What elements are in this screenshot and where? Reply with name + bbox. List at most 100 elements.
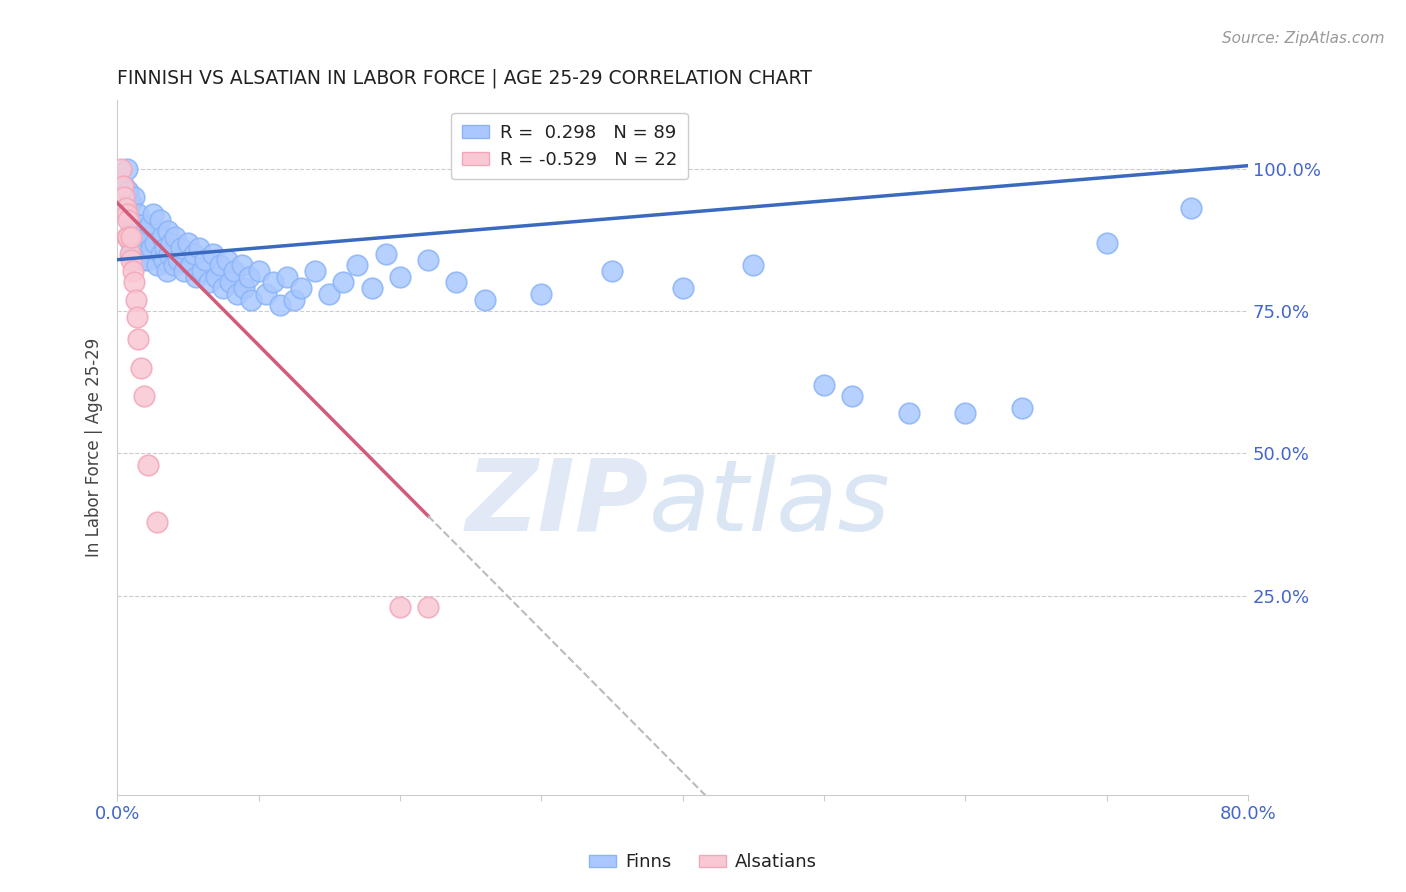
Point [262,276,284,290]
Point [224,264,246,278]
Point [134,241,156,255]
Text: Source: ZipAtlas.com: Source: ZipAtlas.com [1222,31,1385,46]
Point [165,230,187,244]
Point [114,202,136,216]
Point [217,252,239,267]
Point [446,276,468,290]
Point [120,235,142,250]
Point [122,190,145,204]
Point [1180,202,1202,216]
Point [110,161,132,176]
Point [177,235,200,250]
Point [530,286,553,301]
Point [120,212,142,227]
Point [138,219,160,233]
Point [416,252,439,267]
Point [167,252,190,267]
Point [150,247,173,261]
Point [269,298,291,312]
Point [173,264,195,278]
Point [131,235,153,250]
Point [283,293,305,307]
Point [388,600,411,615]
Point [388,269,411,284]
Point [125,235,148,250]
Point [247,264,270,278]
Point [188,241,211,255]
Point [186,269,208,284]
Point [276,269,298,284]
Point [122,276,145,290]
Point [132,224,155,238]
Point [194,252,217,267]
Point [125,310,148,324]
Point [155,241,177,255]
Legend: R =  0.298   N = 89, R = -0.529   N = 22: R = 0.298 N = 89, R = -0.529 N = 22 [451,112,688,179]
Point [159,247,181,261]
Point [143,235,166,250]
Point [117,212,139,227]
Point [132,389,155,403]
Point [111,178,134,193]
Point [120,230,142,244]
Point [156,264,179,278]
Point [131,252,153,267]
Point [346,258,368,272]
Point [129,219,152,233]
Point [180,258,202,272]
Point [231,258,253,272]
Legend: Finns, Alsatians: Finns, Alsatians [582,847,824,879]
Text: atlas: atlas [648,455,890,552]
Point [124,219,146,233]
Point [136,252,159,267]
Point [318,286,340,301]
Point [600,264,623,278]
Point [160,235,183,250]
Point [813,378,835,392]
Point [127,230,149,244]
Point [120,230,142,244]
Point [157,224,180,238]
Point [112,178,135,193]
Point [124,293,146,307]
Point [153,252,176,267]
Point [149,212,172,227]
Point [474,293,496,307]
Point [304,264,326,278]
Point [671,281,693,295]
Point [198,276,221,290]
Point [136,458,159,472]
Point [112,202,135,216]
Point [120,247,142,261]
Point [127,207,149,221]
Point [152,230,174,244]
Point [120,195,142,210]
Point [290,281,312,295]
Point [117,184,139,198]
Point [238,269,260,284]
Point [112,190,135,204]
Point [118,247,141,261]
Point [226,286,249,301]
Point [1011,401,1033,415]
Point [219,276,242,290]
Point [240,293,263,307]
Point [332,276,354,290]
Point [129,360,152,375]
Point [209,258,232,272]
Point [145,258,167,272]
Point [183,247,205,261]
Text: ZIP: ZIP [465,455,648,552]
Point [1095,235,1118,250]
Point [145,515,167,529]
Point [205,269,228,284]
Point [233,281,256,295]
Point [742,258,765,272]
Point [416,600,439,615]
Point [115,161,138,176]
Point [135,230,157,244]
Point [141,207,163,221]
Point [374,247,396,261]
Y-axis label: In Labor Force | Age 25-29: In Labor Force | Age 25-29 [86,338,103,558]
Text: FINNISH VS ALSATIAN IN LABOR FORCE | AGE 25-29 CORRELATION CHART: FINNISH VS ALSATIAN IN LABOR FORCE | AGE… [117,69,813,88]
